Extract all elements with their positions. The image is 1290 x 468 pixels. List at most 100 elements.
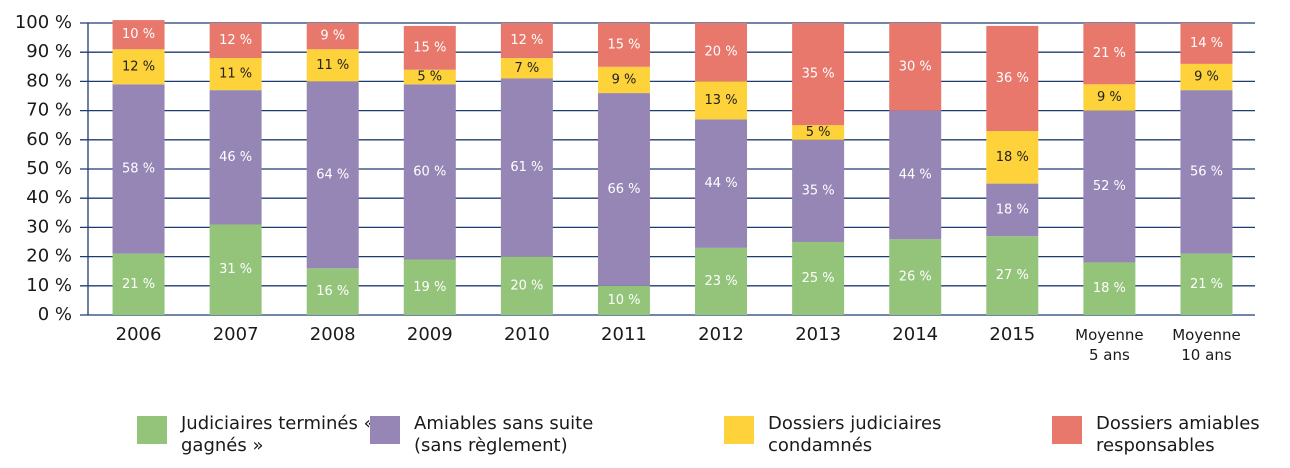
bar-segment — [500, 23, 553, 59]
x-tick-label: 2008 — [309, 324, 356, 345]
legend-label: Dossiers amiables responsables — [1096, 413, 1260, 456]
x-tick-label: 2007 — [212, 324, 259, 345]
bar-segment — [403, 84, 456, 260]
bar-segment — [1083, 110, 1136, 263]
bar-segment — [1180, 63, 1233, 91]
y-tick-label: 90 % — [26, 41, 72, 62]
bar-segment — [500, 78, 553, 257]
bar-segment — [209, 58, 262, 91]
data-label: 21 % — [122, 277, 155, 292]
bar-segment — [889, 23, 942, 111]
bar-segment — [500, 58, 553, 79]
bar-segment — [403, 25, 456, 70]
y-tick-label: 70 % — [26, 100, 72, 121]
bar-segment — [1180, 253, 1233, 315]
bar-segment — [209, 90, 262, 225]
bar-segment — [403, 259, 456, 315]
y-tick-label: 80 % — [26, 70, 72, 91]
bar-segment — [500, 256, 553, 315]
data-label: 35 % — [802, 183, 835, 198]
bar-segment — [597, 23, 650, 67]
y-tick-label: 10 % — [26, 275, 72, 296]
bar-segment — [1180, 90, 1233, 254]
data-label: 44 % — [899, 167, 932, 182]
bar-segment — [209, 23, 262, 59]
bar-segment — [403, 69, 456, 85]
data-label: 27 % — [996, 268, 1029, 283]
bar-segment — [695, 247, 748, 315]
data-label: 46 % — [219, 150, 252, 165]
data-label: 30 % — [899, 59, 932, 74]
data-label: 52 % — [1093, 179, 1126, 194]
bar-segment — [1180, 23, 1233, 64]
data-label: 19 % — [413, 280, 446, 295]
data-label: 12 % — [219, 33, 252, 48]
data-label: 5 % — [806, 125, 831, 140]
data-label: 14 % — [1190, 36, 1223, 51]
data-label: 11 % — [219, 67, 252, 82]
data-label: 58 % — [122, 162, 155, 177]
x-tick-label: 2012 — [698, 324, 744, 345]
data-label: 9 % — [1097, 90, 1122, 105]
data-label: 9 % — [1194, 70, 1219, 85]
bar-segment — [112, 49, 165, 85]
legend-label: Dossiers judiciaires condamnés — [768, 413, 942, 456]
legend-label: Amiables sans suite (sans règlement) — [414, 413, 594, 456]
bar-segment — [1083, 84, 1136, 111]
bar-segment — [792, 125, 845, 140]
legend-swatch — [137, 416, 167, 444]
legend-swatch — [724, 416, 754, 444]
data-label: 18 % — [996, 150, 1029, 165]
data-label: 44 % — [705, 176, 738, 191]
x-tick-label: 2010 — [503, 324, 550, 345]
data-label: 9 % — [612, 72, 637, 87]
x-tick-label: 2015 — [989, 324, 1036, 345]
bar-segment — [792, 23, 845, 126]
bar-segment — [597, 285, 650, 315]
bar-segment — [306, 81, 359, 269]
bar-segment — [1083, 23, 1136, 85]
x-tick-label: 2011 — [601, 324, 647, 345]
data-label: 21 % — [1190, 277, 1223, 292]
data-label: 15 % — [607, 37, 640, 52]
bar-segment — [889, 110, 942, 240]
bar-segment — [112, 20, 165, 50]
data-label: 15 % — [413, 40, 446, 55]
bar-segment — [889, 239, 942, 315]
data-label: 21 % — [1093, 46, 1126, 61]
data-label: 10 % — [607, 293, 640, 308]
bar-segment — [792, 242, 845, 315]
y-tick-label: 20 % — [26, 246, 72, 267]
y-tick-label: 40 % — [26, 187, 72, 208]
data-label: 31 % — [219, 262, 252, 277]
bar-segment — [112, 253, 165, 315]
bar-segment — [695, 81, 748, 120]
data-label: 13 % — [705, 93, 738, 108]
data-label: 9 % — [320, 29, 345, 44]
x-tick-label: 2009 — [406, 324, 453, 345]
x-tick-label: Moyenne 10 ans — [1172, 326, 1241, 364]
data-label: 5 % — [417, 70, 442, 85]
bar-segment — [306, 49, 359, 82]
bar-segment — [209, 224, 262, 315]
data-label: 18 % — [996, 202, 1029, 217]
data-label: 11 % — [316, 58, 349, 73]
bar-segment — [306, 268, 359, 315]
y-tick-label: 50 % — [26, 158, 72, 179]
bar-segment — [986, 183, 1039, 237]
y-tick-label: 0 % — [38, 304, 72, 325]
bar-segment — [112, 84, 165, 254]
bar-segment — [792, 139, 845, 242]
bar-segment — [695, 119, 748, 248]
bar-segment — [1083, 262, 1136, 315]
legend-label: Judiciaires terminés « gagnés » — [181, 413, 375, 456]
x-tick-label: 2013 — [795, 324, 842, 345]
bar-segment — [597, 66, 650, 94]
bar-segment — [597, 93, 650, 286]
bar-segment — [695, 23, 748, 82]
data-label: 64 % — [316, 167, 349, 182]
bar-segment — [986, 25, 1039, 132]
data-label: 66 % — [607, 182, 640, 197]
